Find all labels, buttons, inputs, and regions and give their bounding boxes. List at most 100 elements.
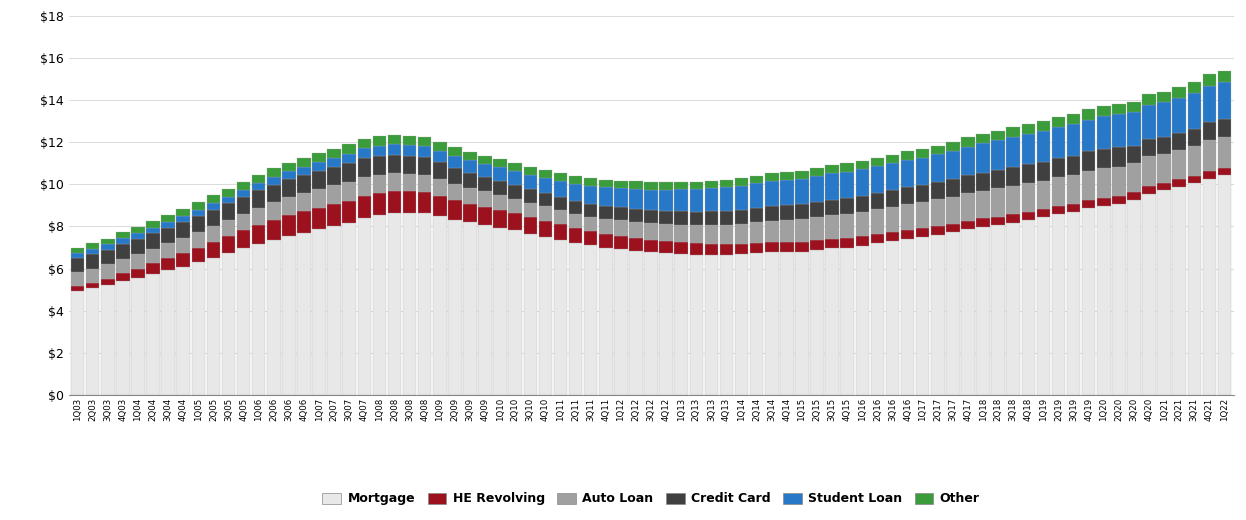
- Bar: [71, 258, 85, 272]
- Bar: [901, 239, 915, 395]
- Bar: [735, 210, 749, 224]
- Bar: [614, 207, 628, 220]
- Bar: [478, 191, 492, 206]
- Bar: [1128, 101, 1141, 112]
- Bar: [750, 243, 764, 253]
- Bar: [493, 181, 507, 195]
- Bar: [568, 243, 582, 395]
- Bar: [765, 221, 779, 242]
- Bar: [856, 212, 870, 236]
- Bar: [1202, 122, 1216, 140]
- Bar: [614, 236, 628, 249]
- Bar: [750, 184, 764, 208]
- Bar: [161, 228, 174, 243]
- Bar: [992, 216, 1006, 225]
- Bar: [704, 211, 718, 225]
- Bar: [689, 254, 703, 395]
- Bar: [1037, 121, 1050, 131]
- Bar: [1052, 177, 1065, 206]
- Bar: [417, 192, 431, 213]
- Bar: [1187, 129, 1201, 146]
- Bar: [177, 253, 189, 267]
- Bar: [886, 190, 900, 206]
- Bar: [478, 206, 492, 225]
- Bar: [780, 252, 794, 395]
- Bar: [886, 163, 900, 190]
- Bar: [267, 177, 280, 185]
- Bar: [508, 213, 522, 230]
- Bar: [1067, 212, 1080, 395]
- Bar: [614, 180, 628, 188]
- Bar: [131, 278, 145, 395]
- Bar: [267, 240, 280, 395]
- Bar: [720, 225, 734, 244]
- Bar: [146, 264, 159, 274]
- Bar: [1096, 168, 1110, 198]
- Bar: [116, 232, 130, 238]
- Bar: [538, 170, 552, 177]
- Bar: [750, 253, 764, 395]
- Bar: [116, 274, 130, 281]
- Bar: [795, 252, 809, 395]
- Bar: [584, 186, 598, 204]
- Bar: [538, 237, 552, 395]
- Bar: [916, 158, 930, 185]
- Bar: [523, 233, 537, 395]
- Bar: [720, 255, 734, 395]
- Bar: [750, 223, 764, 243]
- Bar: [644, 240, 658, 252]
- Bar: [931, 154, 944, 183]
- Bar: [584, 216, 598, 231]
- Bar: [1217, 175, 1231, 395]
- Bar: [373, 193, 386, 215]
- Bar: [644, 190, 658, 210]
- Bar: [252, 243, 265, 395]
- Bar: [765, 181, 779, 206]
- Bar: [568, 176, 582, 184]
- Bar: [71, 253, 85, 258]
- Bar: [553, 225, 567, 240]
- Bar: [795, 219, 809, 242]
- Bar: [886, 155, 900, 163]
- Bar: [629, 189, 643, 209]
- Bar: [1113, 104, 1125, 114]
- Bar: [856, 236, 870, 245]
- Bar: [886, 232, 900, 241]
- Bar: [313, 189, 325, 207]
- Bar: [946, 232, 959, 395]
- Bar: [493, 159, 507, 167]
- Bar: [222, 220, 235, 236]
- Bar: [810, 240, 824, 250]
- Bar: [871, 166, 885, 193]
- Bar: [358, 177, 371, 196]
- Bar: [553, 210, 567, 225]
- Bar: [553, 181, 567, 197]
- Bar: [1067, 175, 1080, 204]
- Bar: [71, 272, 85, 286]
- Bar: [720, 244, 734, 255]
- Bar: [177, 222, 189, 238]
- Bar: [464, 173, 477, 188]
- Bar: [1022, 220, 1035, 395]
- Bar: [599, 180, 613, 188]
- Bar: [328, 226, 341, 395]
- Bar: [961, 147, 974, 175]
- Bar: [1158, 92, 1171, 102]
- Bar: [961, 137, 974, 147]
- Bar: [946, 197, 959, 224]
- Bar: [358, 139, 371, 149]
- Bar: [101, 284, 115, 395]
- Bar: [177, 238, 189, 253]
- Bar: [674, 242, 688, 254]
- Bar: [252, 183, 265, 190]
- Bar: [252, 225, 265, 243]
- Bar: [735, 244, 749, 254]
- Bar: [810, 176, 824, 202]
- Bar: [689, 212, 703, 225]
- Bar: [840, 163, 854, 172]
- Bar: [659, 190, 673, 211]
- Bar: [101, 279, 115, 284]
- Bar: [961, 175, 974, 193]
- Bar: [161, 270, 174, 395]
- Bar: [584, 204, 598, 216]
